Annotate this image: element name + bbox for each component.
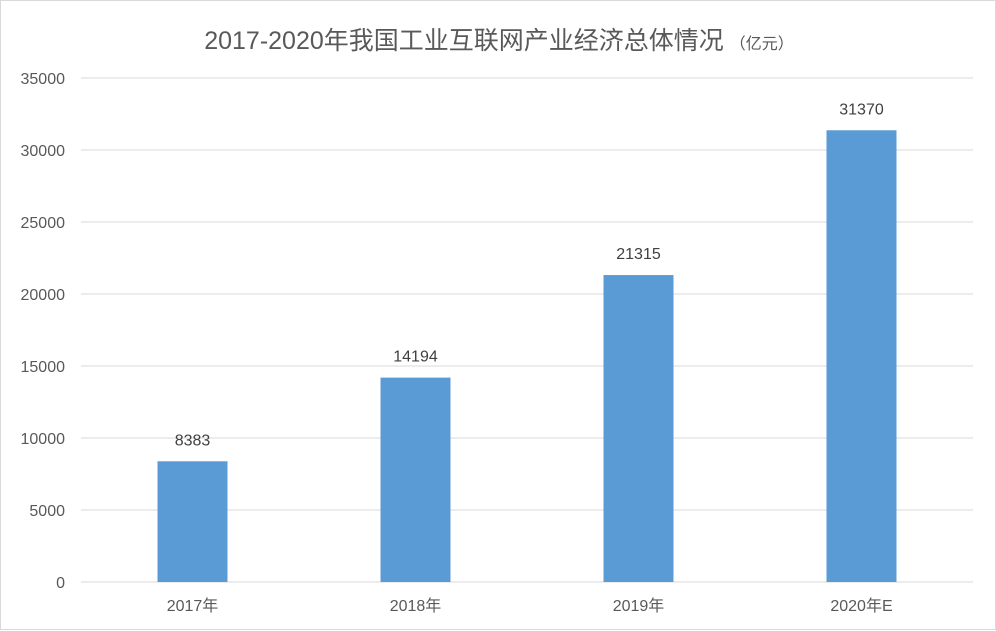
y-tick-label: 25000 [21, 215, 66, 232]
x-tick-label: 2018年 [390, 597, 442, 615]
chart-title: 2017-2020年我国工业互联网产业经济总体情况 （亿元） [1, 21, 996, 57]
bar [157, 461, 228, 582]
gridlines [81, 77, 973, 583]
y-tick-label: 15000 [21, 359, 66, 376]
data-label: 8383 [175, 432, 211, 449]
chart-title-unit: （亿元） [729, 36, 794, 53]
data-label: 14194 [393, 349, 438, 366]
bar [826, 130, 897, 582]
x-axis-ticks: 2017年 2018年 2019年 2020年E [167, 597, 893, 615]
x-tick-label: 2017年 [167, 597, 219, 615]
y-tick-label: 20000 [21, 287, 66, 304]
bar [603, 275, 674, 582]
y-tick-label: 10000 [21, 431, 66, 448]
bars [157, 130, 897, 582]
y-axis-ticks: 0 5000 10000 15000 20000 25000 30000 35000 [21, 71, 66, 592]
x-tick-label: 2019年 [613, 597, 665, 615]
chart-title-text: 2017-2020年我国工业互联网产业经济总体情况 [204, 27, 724, 55]
x-tick-label: 2020年E [830, 597, 892, 615]
data-labels: 8383 14194 21315 31370 [175, 101, 884, 449]
y-tick-label: 35000 [21, 71, 66, 88]
data-label: 21315 [616, 246, 661, 263]
y-tick-label: 5000 [29, 503, 65, 520]
bar [380, 377, 451, 582]
y-tick-label: 0 [56, 575, 65, 592]
y-tick-label: 30000 [21, 143, 66, 160]
data-label: 31370 [839, 101, 884, 118]
